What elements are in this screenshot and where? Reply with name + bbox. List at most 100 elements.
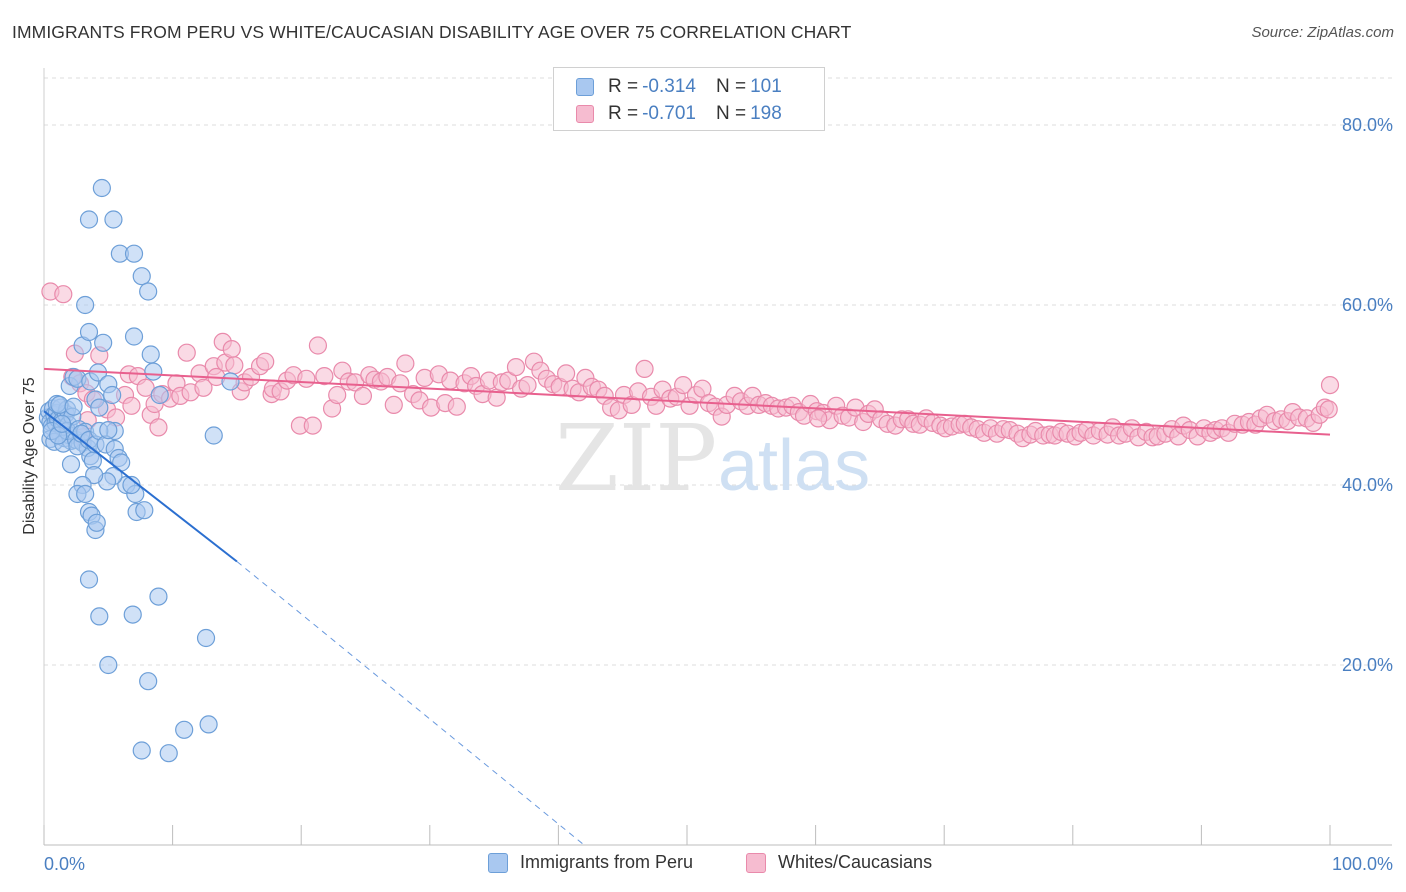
peru-point bbox=[90, 398, 109, 417]
bottom-legend-swatch-whites bbox=[746, 852, 766, 873]
whites-point bbox=[506, 358, 526, 377]
peru-point bbox=[85, 466, 104, 485]
peru-point bbox=[132, 267, 151, 286]
watermark-zip: ZIP bbox=[555, 405, 717, 512]
peru-point bbox=[135, 501, 154, 520]
legend-r-label: R = bbox=[608, 103, 639, 124]
legend-n-value: 101 bbox=[750, 76, 782, 97]
watermark: ZIP atlas bbox=[555, 405, 870, 512]
peru-point bbox=[159, 744, 178, 763]
peru-point bbox=[94, 333, 113, 352]
whites-point bbox=[353, 386, 373, 405]
peru-point bbox=[79, 322, 99, 342]
legend-r-value: -0.701 bbox=[642, 103, 696, 124]
legend-r-value: -0.314 bbox=[642, 76, 696, 97]
legend-n-value: 198 bbox=[750, 103, 782, 124]
whites-point bbox=[346, 373, 365, 392]
peru-point bbox=[196, 628, 216, 648]
whites-point bbox=[122, 396, 141, 415]
peru-point bbox=[64, 397, 83, 416]
whites-point bbox=[674, 376, 693, 395]
chart-title: IMMIGRANTS FROM PERU VS WHITE/CAUCASIAN … bbox=[12, 22, 852, 42]
legend-swatch-whites bbox=[576, 105, 594, 123]
peru-point bbox=[90, 607, 109, 626]
x-tick-label: 0.0% bbox=[44, 854, 85, 874]
peru-point bbox=[76, 484, 95, 504]
bottom-legend-label-whites: Whites/Caucasians bbox=[778, 852, 933, 872]
peru-point bbox=[141, 345, 160, 364]
bottom-legend-label-peru: Immigrants from Peru bbox=[520, 852, 694, 872]
legend-row-whites: R = -0.701 N = 198 bbox=[576, 101, 782, 127]
peru-trend-line bbox=[43, 410, 238, 563]
whites-points bbox=[41, 282, 1340, 448]
peru-point bbox=[124, 327, 144, 346]
x-tick-label: 100.0% bbox=[1332, 854, 1393, 874]
whites-point bbox=[647, 396, 666, 415]
whites-point bbox=[384, 395, 403, 414]
peru-point bbox=[124, 244, 144, 263]
peru-point bbox=[204, 426, 223, 445]
peru-point bbox=[199, 715, 218, 734]
whites-point bbox=[222, 340, 241, 359]
peru-point bbox=[99, 421, 118, 440]
peru-point bbox=[99, 655, 118, 675]
whites-point bbox=[136, 378, 155, 397]
peru-point bbox=[92, 178, 111, 198]
y-tick-label: 20.0% bbox=[1342, 655, 1393, 675]
peru-points bbox=[38, 178, 240, 763]
peru-point bbox=[104, 210, 123, 229]
y-axis-label: Disability Age Over 75 bbox=[21, 377, 38, 535]
peru-point bbox=[79, 570, 99, 589]
peru-point bbox=[144, 362, 163, 381]
whites-point bbox=[1319, 400, 1338, 419]
trend-lines bbox=[43, 367, 1331, 846]
y-tick-label: 40.0% bbox=[1342, 475, 1393, 495]
watermark-atlas: atlas bbox=[718, 426, 870, 506]
whites-point bbox=[1320, 376, 1340, 395]
peru-point bbox=[139, 672, 158, 691]
whites-point bbox=[225, 356, 244, 375]
whites-point bbox=[635, 359, 654, 378]
peru-point bbox=[175, 720, 194, 739]
y-tick-label: 60.0% bbox=[1342, 295, 1393, 315]
peru-point bbox=[149, 587, 168, 606]
whites-point bbox=[149, 418, 168, 437]
peru-point bbox=[221, 372, 240, 391]
whites-point bbox=[518, 376, 537, 395]
whites-point bbox=[194, 378, 213, 397]
whites-point bbox=[256, 352, 275, 371]
peru-point bbox=[139, 282, 158, 301]
whites-trend-line bbox=[43, 367, 1331, 436]
source-label: Source: ZipAtlas.com bbox=[1251, 24, 1394, 41]
whites-point bbox=[54, 285, 73, 304]
peru-point bbox=[103, 385, 122, 405]
tick-labels: 20.0% 40.0% 60.0% 80.0% 0.0% 100.0% bbox=[44, 115, 1393, 874]
axes bbox=[43, 68, 1392, 846]
peru-point bbox=[79, 210, 99, 229]
peru-point bbox=[132, 741, 151, 760]
whites-point bbox=[809, 409, 828, 428]
whites-point bbox=[557, 364, 576, 383]
whites-point bbox=[308, 336, 328, 355]
bottom-legend-peru: Immigrants from Peru bbox=[488, 852, 693, 873]
legend-n-label: N = bbox=[715, 103, 747, 124]
legend-swatch-peru bbox=[576, 78, 594, 96]
legend-r-label: R = bbox=[608, 76, 639, 97]
peru-point bbox=[123, 605, 142, 624]
peru-point bbox=[76, 295, 95, 315]
peru-point bbox=[61, 455, 81, 474]
whites-point bbox=[447, 397, 466, 416]
y-tick-label: 80.0% bbox=[1342, 115, 1393, 135]
whites-point bbox=[315, 367, 334, 386]
legend-row-peru: R = -0.314 N = 101 bbox=[576, 74, 782, 100]
bottom-legend-swatch-peru bbox=[488, 852, 508, 873]
whites-point bbox=[303, 416, 322, 435]
whites-point bbox=[328, 385, 347, 405]
whites-point bbox=[396, 354, 415, 373]
whites-point bbox=[499, 371, 518, 390]
peru-point bbox=[150, 385, 169, 405]
whites-point bbox=[297, 369, 316, 388]
peru-point bbox=[87, 513, 106, 532]
bottom-legend-whites: Whites/Caucasians bbox=[746, 852, 932, 873]
